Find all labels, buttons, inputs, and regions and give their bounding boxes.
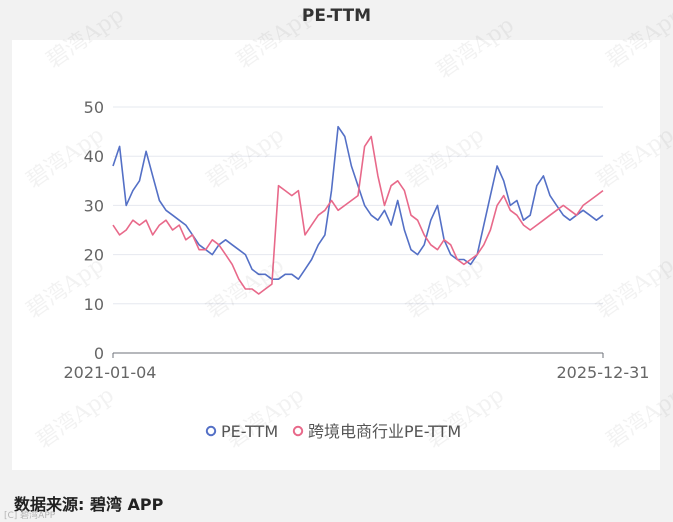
y-tick-label: 50 <box>84 98 104 117</box>
chart-panel: 0 10 20 30 40 50 2021-01-04 2025-12-31 PE-TTM 跨境电… <box>12 40 660 470</box>
y-tick-label: 20 <box>84 246 104 265</box>
legend-marker <box>205 425 217 437</box>
legend-marker <box>292 425 304 437</box>
x-tick-label: 2025-12-31 <box>557 363 650 382</box>
chart-title: PE-TTM <box>301 6 372 26</box>
y-tick-label: 10 <box>84 295 104 314</box>
series-line-1 <box>112 125 604 280</box>
data-source-label: 数据来源: 碧湾 APP <box>14 495 164 514</box>
series-line-2 <box>112 135 604 295</box>
corner-watermark: [C] 碧湾APP <box>4 511 56 521</box>
x-tick-label: 2021-01-04 <box>64 363 157 382</box>
y-tick-label: 40 <box>84 147 104 166</box>
y-tick-label: 30 <box>84 196 104 215</box>
y-tick-label: 0 <box>94 344 104 363</box>
legend-item-industry-pe-ttm: 跨境电商行业PE-TTM <box>308 422 461 441</box>
line-chart: 0 10 20 30 40 50 2021-01-04 2025-12-31 PE-TTM 跨境电… <box>64 98 650 441</box>
legend-item-pe-ttm: PE-TTM <box>221 422 278 441</box>
